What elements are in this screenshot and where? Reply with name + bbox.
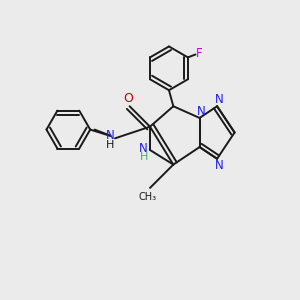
Text: CH₃: CH₃: [138, 192, 156, 202]
Text: F: F: [196, 46, 202, 59]
Text: N: N: [139, 142, 148, 155]
Text: N: N: [215, 159, 224, 172]
Text: H: H: [140, 152, 148, 162]
Text: O: O: [123, 92, 133, 106]
Text: N: N: [197, 105, 206, 118]
Text: N: N: [215, 93, 224, 106]
Text: H: H: [106, 140, 114, 150]
Text: N: N: [105, 129, 114, 142]
